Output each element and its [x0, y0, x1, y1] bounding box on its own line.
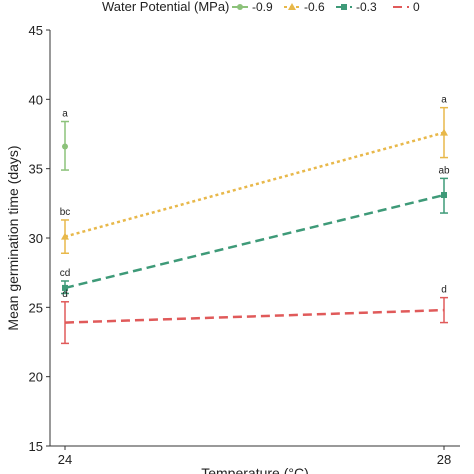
- x-tick-label: 28: [437, 452, 451, 467]
- series-line: [64, 308, 445, 324]
- data-point: [62, 284, 68, 291]
- legend-item--0.3: -0.3: [336, 0, 377, 14]
- legend-item--0.6: -0.6: [284, 0, 325, 14]
- legend-swatch-marker: [341, 4, 347, 10]
- y-tick-label: 30: [29, 231, 43, 246]
- data-point: [440, 128, 448, 136]
- data-point: [62, 143, 68, 150]
- axes: 15 20 25 30 35 40 45 24 28 Mean germination tim…: [5, 23, 460, 474]
- legend-swatch-marker: [237, 4, 243, 10]
- y-tick-label: 40: [29, 92, 43, 107]
- y-tick-label: 25: [29, 300, 43, 315]
- legend-label: -0.3: [356, 0, 377, 14]
- significance-label: ab: [438, 165, 450, 176]
- series-line: [64, 193, 445, 290]
- legend-item-0: 0: [393, 0, 420, 14]
- legend-swatch-marker: [288, 3, 296, 10]
- legend-title: Water Potential (MPa): [102, 0, 229, 14]
- series--0.3: cd ab: [60, 165, 450, 295]
- series--0.9: a: [61, 109, 69, 171]
- data-point: [441, 192, 447, 199]
- significance-label: a: [62, 109, 68, 120]
- legend-label: -0.9: [252, 0, 273, 14]
- y-tick-label: 35: [29, 162, 43, 177]
- significance-label: d: [441, 285, 447, 296]
- legend: Water Potential (MPa) -0.9 -0.6 -0.3 0: [102, 0, 420, 14]
- legend-label: 0: [413, 0, 420, 14]
- series-line: [64, 131, 445, 238]
- legend-item--0.9: -0.9: [232, 0, 273, 14]
- y-axis-title: Mean germination time (days): [5, 145, 21, 330]
- significance-label: bc: [60, 207, 71, 218]
- y-tick-label: 45: [29, 23, 43, 38]
- x-tick-label: 24: [58, 452, 72, 467]
- significance-label: cd: [60, 268, 71, 279]
- y-tick-label: 15: [29, 439, 43, 454]
- series--0.6: bc a: [60, 95, 448, 255]
- legend-label: -0.6: [304, 0, 325, 14]
- y-tick-label: 20: [29, 370, 43, 385]
- significance-label: a: [441, 95, 447, 106]
- x-axis-title: Temperature (°C): [201, 465, 309, 474]
- data-point: [61, 232, 69, 240]
- significance-label: d: [62, 289, 68, 300]
